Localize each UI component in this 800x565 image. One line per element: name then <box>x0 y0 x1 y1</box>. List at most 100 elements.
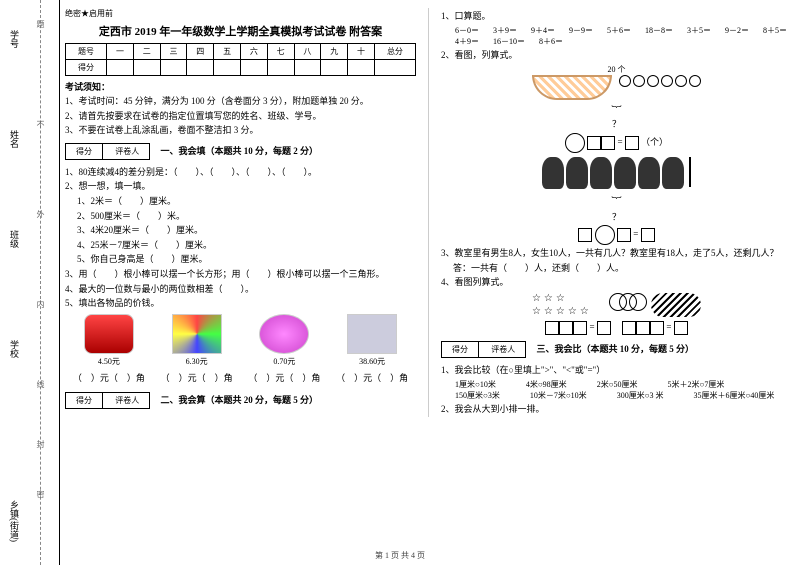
unit: （个） <box>641 137 668 147</box>
blank: （ ）元（ ）角 <box>248 371 320 384</box>
dash-text: 不 <box>35 120 46 128</box>
calc: 18－8＝ <box>645 25 673 36</box>
answer-line: 答：一共有（ ）人，还剩（ ）人。 <box>441 262 792 275</box>
dash-text: 封 <box>35 440 46 448</box>
equation-line: = = <box>441 321 792 335</box>
question-mark: ？ <box>441 117 792 130</box>
compare: 35厘米＋6厘米○40厘米 <box>694 390 775 401</box>
cell: 六 <box>240 44 267 60</box>
question: 1、我会比较（在○里填上">"、"<"或"="） <box>441 364 792 377</box>
score-box: 得分 评卷人 <box>441 341 526 358</box>
instruction: 1、考试时间：45 分钟，满分为 100 分（含卷面分 3 分），附加题单独 2… <box>65 95 416 108</box>
figure-corn <box>441 157 792 189</box>
question: 5、填出各物品的价钱。 <box>65 297 416 310</box>
score-box-cell: 得分 <box>66 393 103 408</box>
section-title: 三、我会比（本题共 10 分，每题 5 分） <box>537 342 695 355</box>
dash-text: 内 <box>35 300 46 308</box>
product-image <box>84 314 134 354</box>
brace: ︸ <box>441 102 792 117</box>
question: 2、看图，列算式。 <box>441 49 792 62</box>
calc: 8＋5＝ <box>763 25 787 36</box>
calc: 9－2＝ <box>725 25 749 36</box>
dash-text: 外 <box>35 210 46 218</box>
right-column: 1、口算题。 6－0＝ 3＋9＝ 9＋4＝ 9－9＝ 5＋6＝ 18－8＝ 3＋… <box>441 8 792 417</box>
cell: 题号 <box>66 44 107 60</box>
sub-items: 1、2米＝（ ）厘米。 2、500厘米＝（ ）米。 3、4米20厘米＝（ ）厘米… <box>65 195 416 266</box>
page-footer: 第 1 页 共 4 页 <box>0 550 800 561</box>
compare-grid: 1厘米○10米 4米○98厘米 2米○50厘米 5米＋2米○7厘米 150厘米○… <box>441 379 792 401</box>
cell: 七 <box>267 44 294 60</box>
price: 4.50元 <box>98 357 120 366</box>
sub-item: 4、25米－7厘米＝（ ）厘米。 <box>77 239 416 252</box>
binding-label: 姓名 <box>8 130 21 148</box>
question: 2、我会从大到小排一排。 <box>441 403 792 416</box>
table-row: 得分 <box>66 60 416 76</box>
calc-grid: 6－0＝ 3＋9＝ 9＋4＝ 9－9＝ 5＋6＝ 18－8＝ 3＋5＝ 9－2＝… <box>441 25 792 47</box>
question: 1、口算题。 <box>441 10 792 23</box>
cell: 二 <box>133 44 160 60</box>
dash-text: 题 <box>35 20 46 28</box>
binding-label: 学校 <box>8 340 21 358</box>
product-image <box>347 314 397 354</box>
question: 4、看图列算式。 <box>441 276 792 289</box>
calc: 3＋9＝ <box>493 25 517 36</box>
calc: 3＋5＝ <box>687 25 711 36</box>
content: 绝密★启用前 定西市 2019 年一年级数学上学期全真模拟考试试卷 附答案 题号… <box>65 8 792 417</box>
score-box-cell: 得分 <box>66 144 103 159</box>
sub-item: 3、4米20厘米＝（ ）厘米。 <box>77 224 416 237</box>
secret-label: 绝密★启用前 <box>65 8 416 19</box>
product-row: 4.50元 6.30元 0.70元 38.60元 <box>65 314 416 367</box>
cell: 一 <box>107 44 134 60</box>
left-column: 绝密★启用前 定西市 2019 年一年级数学上学期全真模拟考试试卷 附答案 题号… <box>65 8 416 417</box>
equation-line: = <box>441 225 792 245</box>
table-row: 题号 一 二 三 四 五 六 七 八 九 十 总分 <box>66 44 416 60</box>
compare: 300厘米○3 米 <box>617 390 664 401</box>
figure-stars: ☆☆☆ ☆☆☆☆☆ <box>441 291 792 319</box>
cell: 十 <box>348 44 375 60</box>
score-box: 得分 评卷人 <box>65 392 150 409</box>
score-box-cell: 评卷人 <box>105 393 149 408</box>
cell: 五 <box>214 44 241 60</box>
product: 4.50元 <box>84 314 134 367</box>
compare: 5米＋2米○7厘米 <box>668 379 725 390</box>
column-divider <box>428 8 429 417</box>
price: 6.30元 <box>186 357 208 366</box>
binding-label: 乡镇(街道) <box>8 500 21 542</box>
calc: 5＋6＝ <box>607 25 631 36</box>
cell: 三 <box>160 44 187 60</box>
sub-item: 5、你自己身高是（ ）厘米。 <box>77 253 416 266</box>
cell: 四 <box>187 44 214 60</box>
question: 3、用（ ）根小棒可以摆一个长方形；用（ ）根小棒可以摆一个三角形。 <box>65 268 416 281</box>
compare: 2米○50厘米 <box>597 379 638 390</box>
paper-title: 定西市 2019 年一年级数学上学期全真模拟考试试卷 附答案 <box>65 23 416 39</box>
cell: 九 <box>321 44 348 60</box>
product: 6.30元 <box>172 314 222 367</box>
compare: 10米－7米○10米 <box>530 390 587 401</box>
dash-text: 线 <box>35 380 46 388</box>
stripe-icon <box>651 293 701 317</box>
question: 4、最大的一位数与最小的两位数相差（ ）。 <box>65 283 416 296</box>
binding-column: 学号 姓名 班级 学校 乡镇(街道) 题 不 外 内 线 封 密 <box>0 0 60 565</box>
calc: 16－10＝ <box>493 36 525 47</box>
binding-label: 学号 <box>8 30 21 48</box>
cell: 得分 <box>66 60 107 76</box>
figure-basket: 20 个 ︸ ？ <box>441 64 792 130</box>
blank: （ ）元（ ）角 <box>161 371 233 384</box>
dash-line <box>40 0 41 565</box>
blank: （ ）元（ ）角 <box>73 371 145 384</box>
score-box-cell: 评卷人 <box>105 144 149 159</box>
figure-label: 20 个 <box>441 64 792 75</box>
dash-text: 密 <box>35 490 46 498</box>
product: 0.70元 <box>259 314 309 367</box>
product: 38.60元 <box>347 314 397 367</box>
compare: 150厘米○3米 <box>455 390 500 401</box>
cell: 八 <box>294 44 321 60</box>
price: 0.70元 <box>273 357 295 366</box>
calc: 9＋4＝ <box>531 25 555 36</box>
product-image <box>259 314 309 354</box>
score-table: 题号 一 二 三 四 五 六 七 八 九 十 总分 得分 <box>65 43 416 76</box>
calc: 6－0＝ <box>455 25 479 36</box>
binding-label: 班级 <box>8 230 21 248</box>
score-box-cell: 评卷人 <box>481 342 525 357</box>
equation-line: = （个） <box>441 133 792 153</box>
